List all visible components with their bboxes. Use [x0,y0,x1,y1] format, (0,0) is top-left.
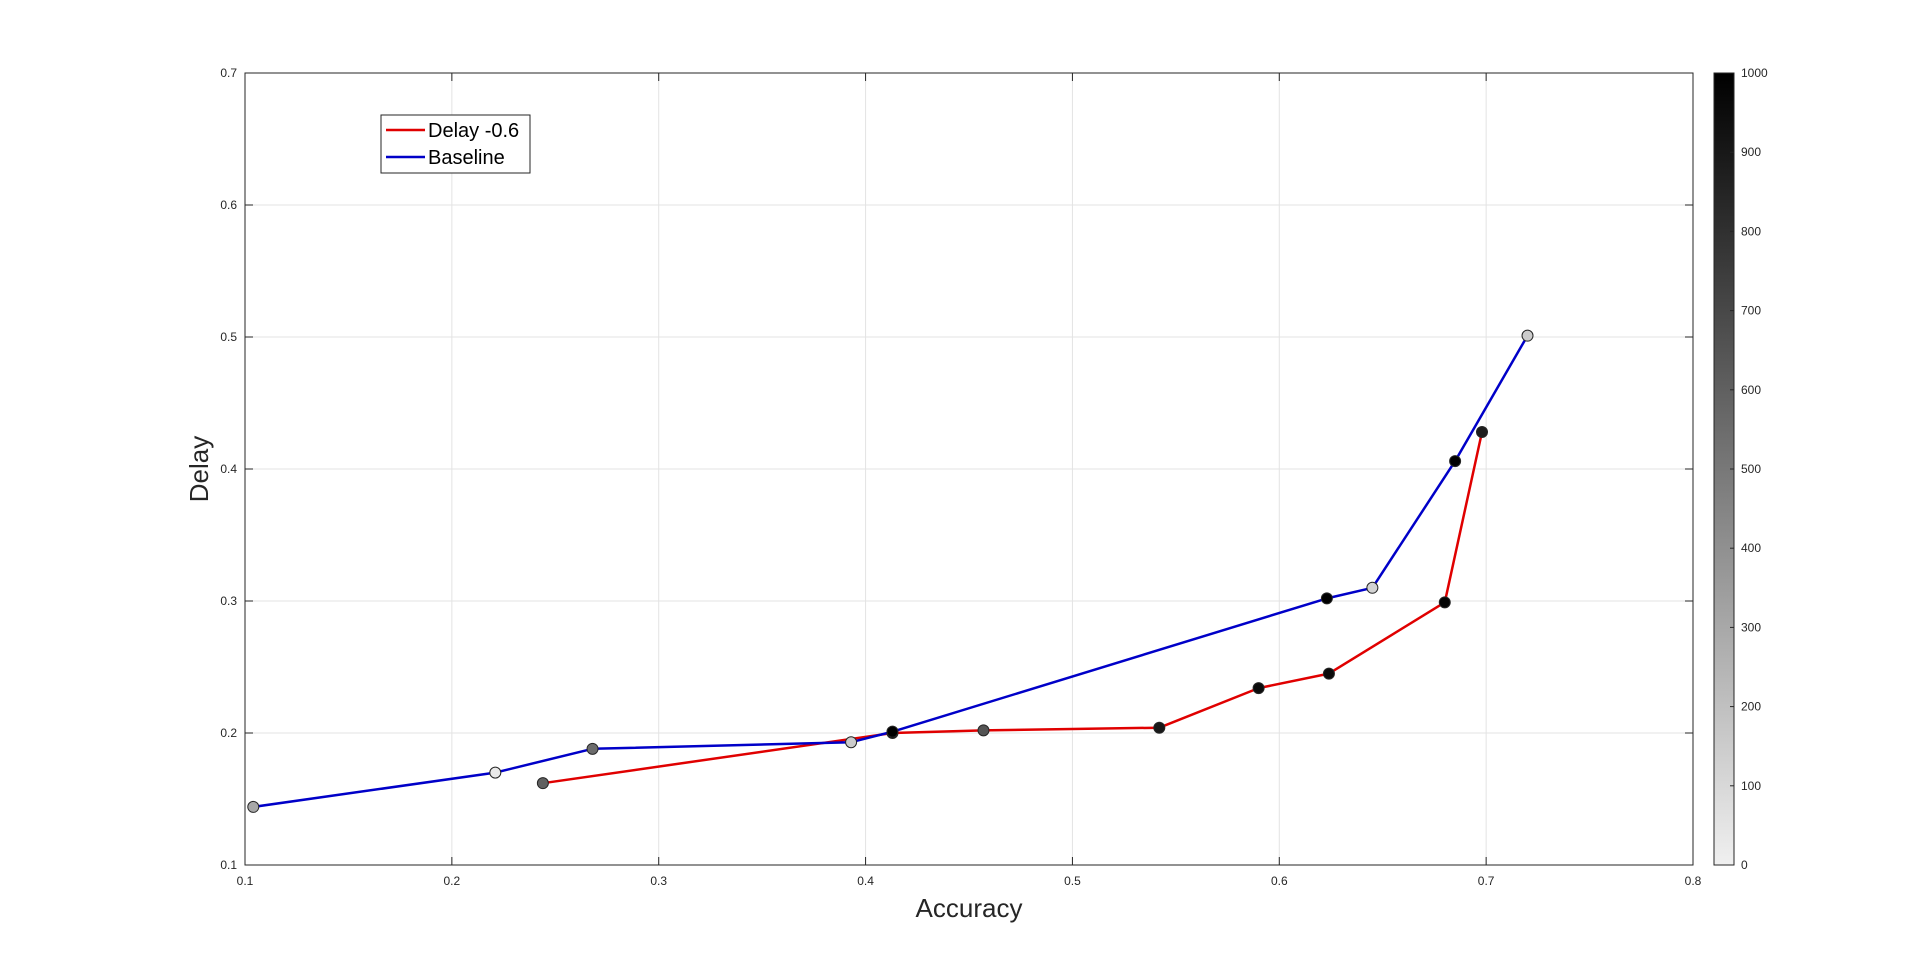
legend-label-baseline: Baseline [428,147,505,169]
data-point-baseline [1366,581,1379,594]
colorbar-tick-label: 400 [1741,541,1761,555]
data-point-delay-0-6 [1252,682,1265,695]
x-tick-label: 0.1 [237,874,254,888]
data-point-baseline [1449,455,1462,468]
data-point-delay-0-6 [1476,426,1489,439]
x-axis-ticks: 0.1 0.2 0.3 0.4 0.5 0.6 0.7 0.8 [237,73,1702,888]
colorbar-tick-label: 900 [1741,145,1761,159]
data-point-baseline [1320,592,1333,605]
colorbar-tick-label: 500 [1741,462,1761,476]
data-point-delay-0-6 [1153,721,1166,734]
legend-box [380,114,531,174]
colorbar-ticks: 0 100 200 300 400 500 600 700 800 900 1000 [1730,66,1768,872]
x-tick-label: 0.7 [1478,874,1495,888]
data-point-baseline [247,800,260,813]
legend: Delay -0.6 Baseline [380,114,531,174]
x-tick-label: 0.6 [1271,874,1288,888]
y-tick-label: 0.3 [220,594,237,608]
data-point-baseline [886,725,899,738]
x-tick-label: 0.4 [857,874,874,888]
colorbar-tick-label: 600 [1741,383,1761,397]
y-tick-label: 0.7 [220,66,237,80]
colorbar: 0 100 200 300 400 500 600 700 800 900 1000 [1713,66,1768,872]
y-tick-label: 0.2 [220,726,237,740]
y-tick-label: 0.5 [220,330,237,344]
x-tick-label: 0.8 [1685,874,1702,888]
x-axis-title: Accuracy [916,893,1023,923]
data-point-baseline [586,742,599,755]
data-point-delay-0-6 [1322,667,1335,680]
data-point-delay-0-6 [1438,596,1451,609]
x-tick-label: 0.2 [444,874,461,888]
colorbar-tick-label: 700 [1741,304,1761,318]
data-point-delay-0-6 [536,777,549,790]
data-point-baseline [845,736,858,749]
data-point-baseline [1521,329,1534,342]
series-line-delay-0-6 [542,431,1484,785]
y-axis-title: Delay [184,436,214,502]
data-point-delay-0-6 [977,724,990,737]
y-tick-label: 0.6 [220,198,237,212]
colorbar-tick-label: 0 [1741,858,1748,872]
y-tick-label: 0.4 [220,462,237,476]
colorbar-tick-label: 300 [1741,620,1761,634]
x-tick-label: 0.5 [1064,874,1081,888]
data-point-baseline [489,766,502,779]
y-axis-ticks: 0.1 0.2 0.3 0.4 0.5 0.6 0.7 [220,66,1693,872]
colorbar-tick-label: 800 [1741,224,1761,238]
colorbar-tick-label: 100 [1741,779,1761,793]
colorbar-tick-label: 1000 [1741,66,1768,80]
series-layer [247,329,1534,813]
x-tick-label: 0.3 [650,874,667,888]
colorbar-tick-label: 200 [1741,700,1761,714]
legend-label-delay: Delay -0.6 [428,120,519,142]
y-tick-label: 0.1 [220,858,237,872]
